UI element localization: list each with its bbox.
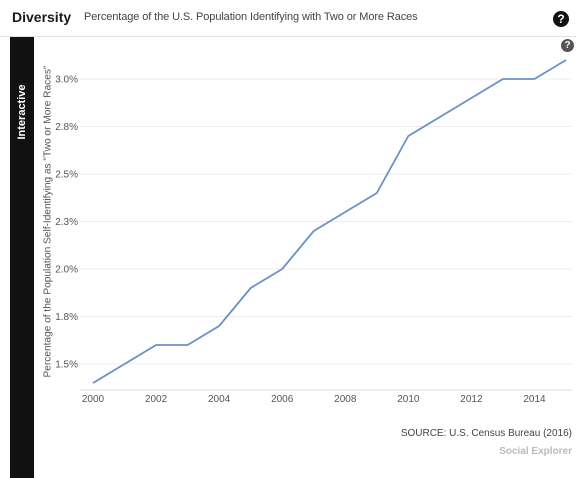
series-layer — [92, 59, 567, 384]
series-line — [92, 59, 567, 384]
y-axis-ticks: 1.5% 1.8% 2.0% 2.3% 2.5% 2.8% 3.0% — [55, 75, 78, 371]
y-tick-label: 2.8% — [55, 122, 78, 133]
y-tick-label: 2.5% — [55, 170, 78, 181]
x-tick-label: 2002 — [145, 394, 168, 405]
x-tick-label: 2000 — [82, 394, 105, 405]
brand-watermark: Social Explorer — [499, 446, 572, 457]
y-axis-title: Percentage of the Population Self-Identi… — [43, 65, 54, 377]
y-tick-label: 1.8% — [55, 312, 78, 323]
x-tick-label: 2014 — [523, 394, 546, 405]
y-tick-label: 1.5% — [55, 360, 78, 371]
y-tick-label: 3.0% — [55, 75, 78, 86]
x-axis-ticks: 2000 2002 2004 2006 2008 2010 2012 2014 — [82, 394, 546, 405]
gridlines — [80, 78, 572, 391]
x-tick-label: 2012 — [460, 394, 483, 405]
x-tick-label: 2010 — [397, 394, 420, 405]
source-note: SOURCE: U.S. Census Bureau (2016) — [400, 428, 572, 439]
y-tick-label: 2.0% — [55, 265, 78, 276]
y-tick-label: 2.3% — [55, 217, 78, 228]
x-tick-label: 2004 — [208, 394, 231, 405]
x-tick-label: 2006 — [271, 394, 294, 405]
x-tick-label: 2008 — [334, 394, 357, 405]
chart-topic-title: Diversity — [12, 9, 72, 25]
chart-subtitle: Percentage of the U.S. Population Identi… — [84, 11, 418, 23]
chart-header: Diversity Percentage of the U.S. Populat… — [0, 0, 576, 37]
help-icon[interactable]: ? — [553, 11, 569, 27]
chart-help-icon[interactable]: ? — [561, 39, 574, 52]
interactive-sidebar[interactable]: Interactive — [10, 37, 34, 478]
